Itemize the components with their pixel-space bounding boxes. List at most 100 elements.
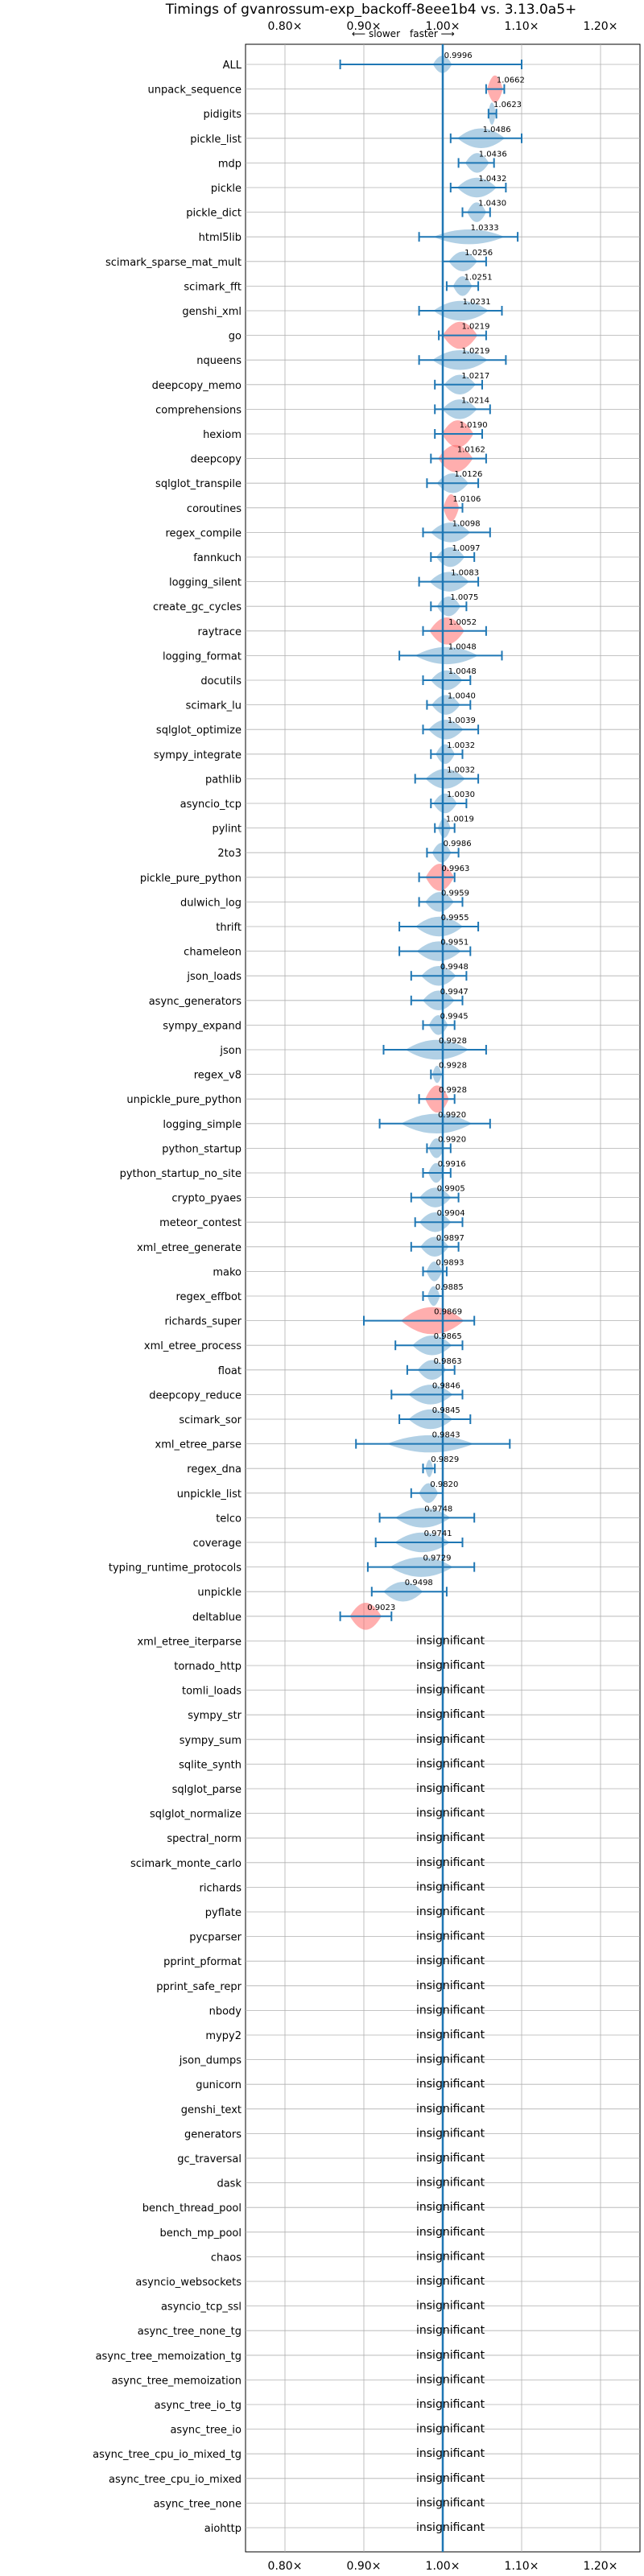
benchmark-label: unpickle_pure_python [126, 1094, 242, 1106]
benchmark-label: scimark_sparse_mat_mult [105, 257, 242, 269]
value-label: 1.0032 [447, 741, 475, 750]
value-label: 1.0039 [448, 716, 476, 725]
benchmark-label: deepcopy_memo [152, 380, 242, 392]
benchmark-label: xml_etree_iterparse [137, 1636, 242, 1648]
benchmark-label: thrift [216, 922, 242, 934]
insignificant-label: insignificant [416, 2275, 485, 2288]
benchmark-label: nqueens [196, 355, 242, 367]
insignificant-label: insignificant [416, 2177, 485, 2190]
value-label: 0.9986 [444, 840, 472, 848]
benchmark-label: async_tree_none_tg [138, 2326, 242, 2338]
benchmark-label: generators [184, 2128, 242, 2140]
benchmark-label: ALL [223, 60, 242, 72]
value-label: 0.9904 [437, 1209, 465, 1218]
insignificant-label: insignificant [416, 2373, 485, 2386]
value-label: 0.9863 [434, 1357, 462, 1366]
benchmark-label: scimark_lu [186, 700, 242, 712]
insignificant-label: insignificant [416, 2472, 485, 2485]
value-label: 1.0162 [457, 446, 485, 455]
value-label: 0.9996 [444, 52, 473, 60]
benchmark-label: unpickle_list [177, 1488, 242, 1501]
x-tick-label-top: 1.20× [584, 20, 618, 33]
benchmark-label: pickle [211, 183, 242, 195]
x-tick-label-top: 1.10× [505, 20, 539, 33]
benchmark-label: bench_thread_pool [142, 2202, 242, 2215]
benchmark-label: 2to3 [217, 848, 242, 860]
benchmark-label: genshi_xml [182, 306, 242, 318]
value-label: 0.9951 [440, 939, 469, 947]
benchmark-label: async_tree_none [154, 2498, 242, 2510]
value-label: 1.0251 [464, 273, 493, 282]
benchmark-label: spectral_norm [167, 1833, 242, 1845]
benchmark-label: sympy_str [188, 1710, 242, 1722]
insignificant-label: insignificant [416, 1955, 485, 1967]
value-label: 1.0126 [454, 470, 482, 479]
benchmark-label: sympy_sum [180, 1735, 242, 1747]
benchmark-label: fannkuch [193, 552, 242, 564]
insignificant-label: insignificant [416, 1979, 485, 1992]
value-label: 0.9928 [439, 1037, 467, 1046]
insignificant-label: insignificant [416, 2078, 485, 2091]
insignificant-label: insignificant [416, 2004, 485, 2017]
value-label: 0.9869 [434, 1308, 462, 1317]
benchmark-label: unpickle [197, 1587, 242, 1599]
benchmark-label: deepcopy [190, 454, 242, 466]
labels-layer: 0.80× 0.80× 0.90× 0.90× 1.00× 1.00× 1.10× 1.10×… [93, 20, 617, 2573]
insignificant-label: insignificant [416, 2300, 485, 2313]
value-label: 1.0030 [447, 791, 475, 799]
value-label: 1.0040 [448, 692, 476, 701]
insignificant-label: insignificant [416, 2324, 485, 2337]
benchmark-label: sqlite_synth [179, 1759, 242, 1771]
value-label: 1.0231 [463, 298, 491, 307]
insignificant-label: insignificant [416, 2521, 485, 2534]
benchmark-label: asyncio_tcp_ssl [161, 2301, 242, 2314]
value-label: 1.0083 [451, 569, 479, 578]
x-tick-label-top: 0.90× [347, 20, 382, 33]
benchmark-label: mypy2 [205, 2030, 242, 2042]
insignificant-label: insignificant [416, 1880, 485, 1893]
benchmark-label: pidigits [204, 109, 242, 121]
insignificant-label: insignificant [416, 2250, 485, 2263]
value-label: 1.0219 [461, 323, 489, 332]
benchmark-label: chameleon [184, 947, 242, 959]
value-label: 0.9846 [432, 1381, 460, 1390]
value-label: 0.9829 [431, 1455, 459, 1464]
benchmark-label: scimark_monte_carlo [130, 1858, 242, 1870]
benchmark-label: richards_super [164, 1316, 242, 1328]
benchmark-label: xml_etree_generate [137, 1242, 242, 1254]
benchmark-label: logging_simple [163, 1119, 242, 1131]
benchmark-label: html5lib [199, 232, 242, 244]
value-label: 0.9885 [436, 1283, 464, 1292]
value-label: 0.9748 [424, 1505, 452, 1513]
benchmark-label: typing_runtime_protocols [109, 1563, 242, 1575]
insignificant-label: insignificant [416, 2447, 485, 2460]
value-label: 0.9959 [441, 889, 469, 898]
benchmark-label: scimark_sor [179, 1414, 242, 1426]
value-label: 1.0214 [461, 396, 489, 405]
benchmark-label: logging_format [163, 650, 242, 663]
value-label: 1.0486 [483, 126, 511, 134]
value-label: 0.9729 [423, 1554, 451, 1563]
benchmark-label: tornado_http [174, 1661, 242, 1673]
benchmark-label: pprint_pformat [163, 1956, 242, 1968]
insignificant-label: insignificant [416, 2152, 485, 2165]
value-label: 0.9865 [434, 1332, 462, 1341]
benchmark-label: raytrace [197, 626, 242, 638]
benchmark-label: regex_v8 [194, 1070, 242, 1082]
benchmark-label: async_tree_io_tg [155, 2400, 242, 2412]
value-label: 0.9845 [432, 1406, 460, 1415]
insignificant-label: insignificant [416, 2103, 485, 2116]
benchmark-label: unpack_sequence [147, 85, 242, 97]
value-label: 0.9948 [440, 963, 469, 972]
value-label: 1.0032 [447, 766, 475, 774]
benchmark-label: float [218, 1365, 242, 1377]
benchmark-label: logging_silent [169, 577, 242, 589]
insignificant-label: insignificant [416, 1831, 485, 1844]
insignificant-label: insignificant [416, 1782, 485, 1795]
benchmark-label: crypto_pyaes [171, 1193, 242, 1205]
benchmark-label: sympy_integrate [154, 749, 242, 762]
benchmark-label: sqlglot_optimize [156, 724, 242, 737]
benchmark-label: sqlglot_parse [172, 1784, 242, 1796]
value-label: 1.0098 [452, 519, 481, 528]
value-label: 1.0219 [461, 347, 489, 356]
